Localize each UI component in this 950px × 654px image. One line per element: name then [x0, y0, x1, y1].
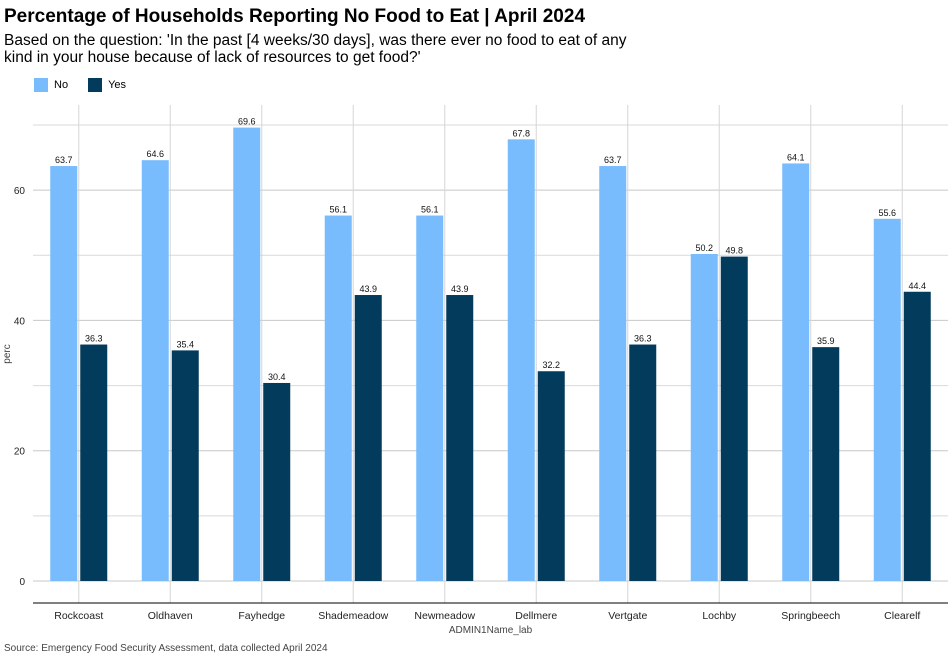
legend: No Yes	[34, 77, 146, 93]
y-tick-label: 60	[14, 186, 26, 197]
x-tick-label: Newmeadow	[414, 610, 475, 622]
chart-caption: Source: Emergency Food Security Assessme…	[4, 643, 328, 654]
data-label-yes: 36.3	[85, 334, 103, 344]
data-label-no: 69.6	[238, 117, 256, 127]
legend-item-no: No	[34, 78, 68, 92]
bar-no	[599, 166, 627, 582]
x-tick-label: Vertgate	[608, 610, 647, 622]
data-label-yes: 35.9	[817, 336, 835, 346]
bar-yes	[171, 350, 199, 581]
bar-yes	[720, 256, 748, 581]
x-tick-label: Clearelf	[884, 610, 920, 622]
data-label-yes: 30.4	[268, 372, 286, 382]
chart-subtitle: Based on the question: 'In the past [4 w…	[4, 32, 627, 66]
legend-key-no	[34, 78, 48, 92]
bar-yes	[537, 371, 565, 581]
chart-title: Percentage of Households Reporting No Fo…	[4, 6, 586, 27]
data-label-no: 56.1	[329, 205, 347, 215]
x-tick-label: Rockcoast	[54, 610, 103, 622]
y-tick-label: 20	[14, 447, 26, 458]
data-label-yes: 44.4	[908, 281, 926, 291]
x-tick-label: Shademeadow	[318, 610, 388, 622]
legend-key-yes	[88, 78, 103, 92]
data-label-no: 64.1	[787, 152, 805, 162]
data-label-no: 50.2	[695, 243, 713, 253]
bar-no	[782, 163, 810, 582]
data-label-yes: 35.4	[176, 339, 194, 349]
legend-label-no: No	[54, 79, 69, 91]
bar-no	[50, 166, 78, 582]
bar-no	[690, 253, 718, 582]
legend-item-yes: Yes	[88, 78, 126, 92]
data-label-no: 63.7	[55, 155, 73, 165]
data-label-yes: 49.8	[725, 246, 743, 256]
legend-label-yes: Yes	[108, 79, 127, 91]
bar-yes	[263, 382, 291, 581]
data-label-yes: 43.9	[359, 284, 377, 294]
data-label-no: 63.7	[604, 155, 622, 165]
y-tick-label: 0	[19, 577, 25, 588]
x-tick-label: Dellmere	[515, 610, 557, 622]
data-label-yes: 36.3	[634, 334, 652, 344]
bar-yes	[354, 295, 382, 581]
x-tick-label: Lochby	[702, 610, 737, 622]
bar-no	[507, 139, 535, 581]
bar-yes	[629, 344, 657, 581]
data-label-no: 67.8	[512, 128, 530, 138]
bar-no	[873, 218, 901, 581]
x-tick-label: Oldhaven	[148, 610, 193, 622]
bar-yes	[812, 347, 840, 581]
bar-yes	[446, 295, 474, 581]
bar-no	[141, 160, 169, 582]
data-label-no: 55.6	[878, 208, 896, 218]
bar-yes	[80, 344, 108, 581]
data-label-no: 64.6	[146, 149, 164, 159]
data-label-yes: 32.2	[542, 360, 560, 370]
data-label-no: 56.1	[421, 205, 439, 215]
x-tick-label: Springbeech	[781, 610, 840, 622]
bar-no	[324, 215, 352, 581]
x-tick-label: Fayhedge	[238, 610, 285, 622]
y-tick-label: 40	[14, 316, 26, 327]
bar-yes	[903, 291, 931, 581]
y-axis-title: perc	[2, 344, 13, 363]
bar-no	[416, 215, 444, 581]
bar-no	[233, 127, 261, 581]
data-label-yes: 43.9	[451, 284, 469, 294]
x-axis-title: ADMIN1Name_lab	[449, 625, 533, 636]
